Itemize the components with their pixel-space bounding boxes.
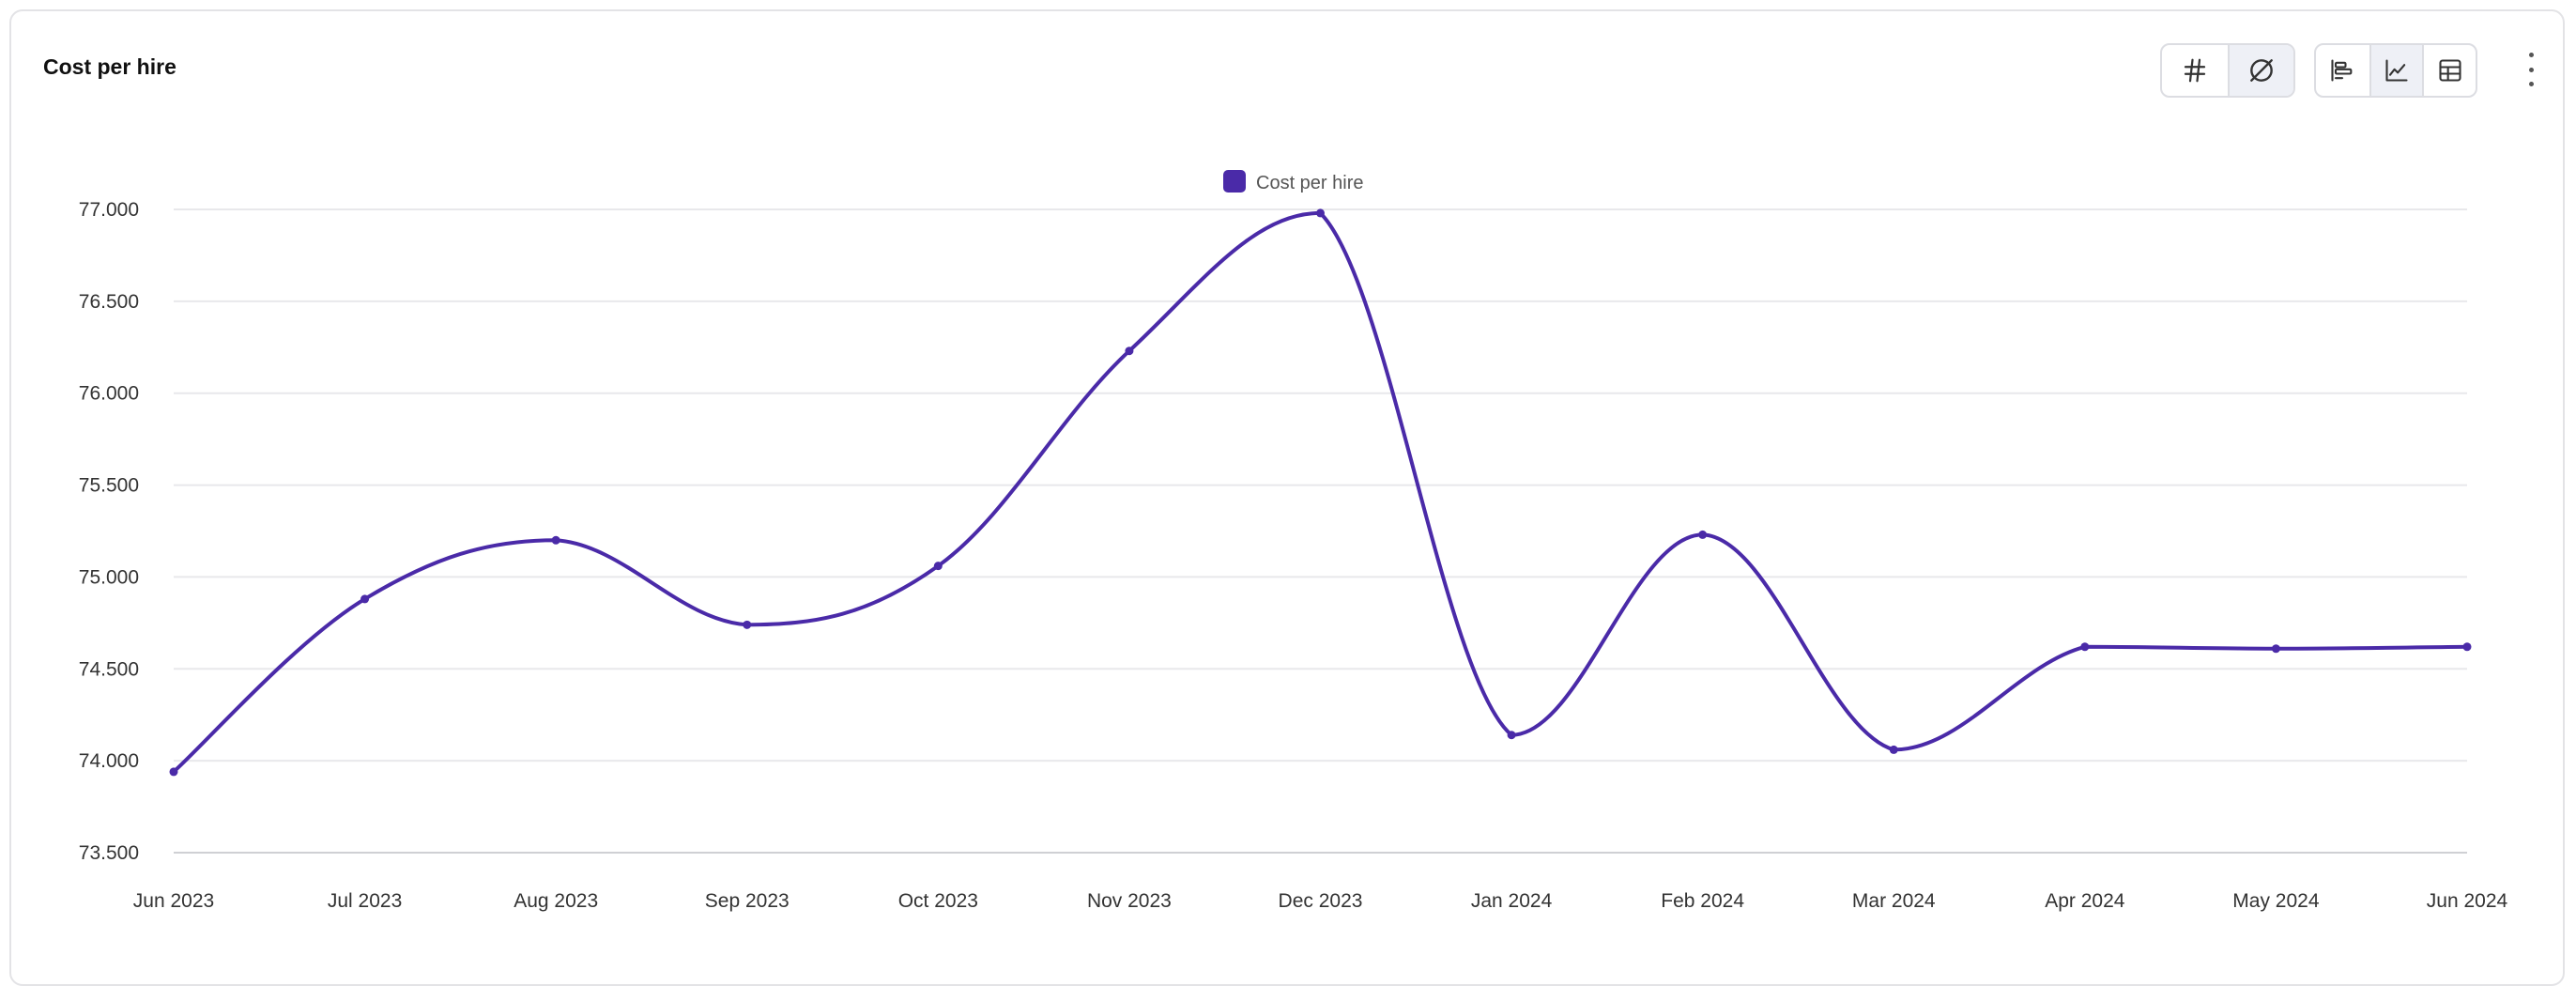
chart-card: Cost per hire [9,9,2565,986]
legend-swatch [1223,170,1246,193]
bar-chart-button[interactable] [2316,45,2369,96]
empty-set-button[interactable] [2228,45,2293,96]
y-tick-label: 76.000 [79,383,139,405]
y-axis: 73.500 74.000 74.500 75.000 75.500 76.000 76.5… [79,199,139,864]
more-vertical-icon[interactable] [2520,53,2542,86]
gridlines [174,208,2467,854]
view-toggle-group [2314,43,2477,98]
y-tick-label: 73.500 [79,842,139,864]
y-tick-label: 74.500 [79,658,139,680]
y-tick-label: 75.000 [79,566,139,588]
x-tick-label: Jun 2024 [2427,890,2508,912]
legend-label: Cost per hire [1256,173,1364,193]
x-tick-label: Apr 2024 [2045,890,2125,912]
data-point[interactable] [1316,208,1325,218]
x-tick-label: Jul 2023 [328,890,402,912]
data-point[interactable] [2271,644,2280,654]
y-tick-label: 75.500 [79,475,139,497]
y-tick-label: 76.500 [79,291,139,313]
data-point[interactable] [933,562,943,571]
data-point[interactable] [1507,731,1516,740]
x-tick-label: Nov 2023 [1087,890,1172,912]
x-tick-label: Jun 2023 [133,890,214,912]
x-tick-label: Oct 2023 [898,890,978,912]
data-point[interactable] [1889,745,1898,754]
bar-chart-icon [2331,59,2353,82]
x-tick-label: Sep 2023 [705,890,790,912]
x-tick-label: Jan 2024 [1471,890,1553,912]
table-button[interactable] [2422,45,2476,96]
table-icon [2439,59,2461,82]
data-point[interactable] [2462,642,2472,652]
data-point[interactable] [1125,347,1134,356]
line-chart-button[interactable] [2369,45,2423,96]
number-format-button[interactable] [2162,45,2228,96]
x-tick-label: Dec 2023 [1279,890,1363,912]
empty-set-icon [2250,59,2273,82]
x-tick-label: Feb 2024 [1661,890,1744,912]
x-tick-label: Aug 2023 [514,890,598,912]
x-tick-label: Mar 2024 [1852,890,1936,912]
x-tick-label: May 2024 [2232,890,2320,912]
line-chart-icon [2385,59,2408,82]
format-toggle-group [2160,43,2295,98]
legend: Cost per hire [1223,170,1364,193]
series-line [172,210,2469,774]
chart-title: Cost per hire [43,54,176,79]
data-point[interactable] [551,535,560,545]
data-point[interactable] [743,620,752,629]
y-tick-label: 77.000 [79,199,139,221]
data-point[interactable] [1698,530,1708,539]
number-format-icon [2184,58,2206,83]
data-point[interactable] [2080,642,2090,652]
series-layer [169,208,2472,777]
y-tick-label: 74.000 [79,750,139,772]
data-point[interactable] [169,767,178,777]
data-point[interactable] [360,594,370,604]
x-axis: Jun 2023 Jul 2023 Aug 2023 Sep 2023 Oct 2023… [133,890,2508,912]
